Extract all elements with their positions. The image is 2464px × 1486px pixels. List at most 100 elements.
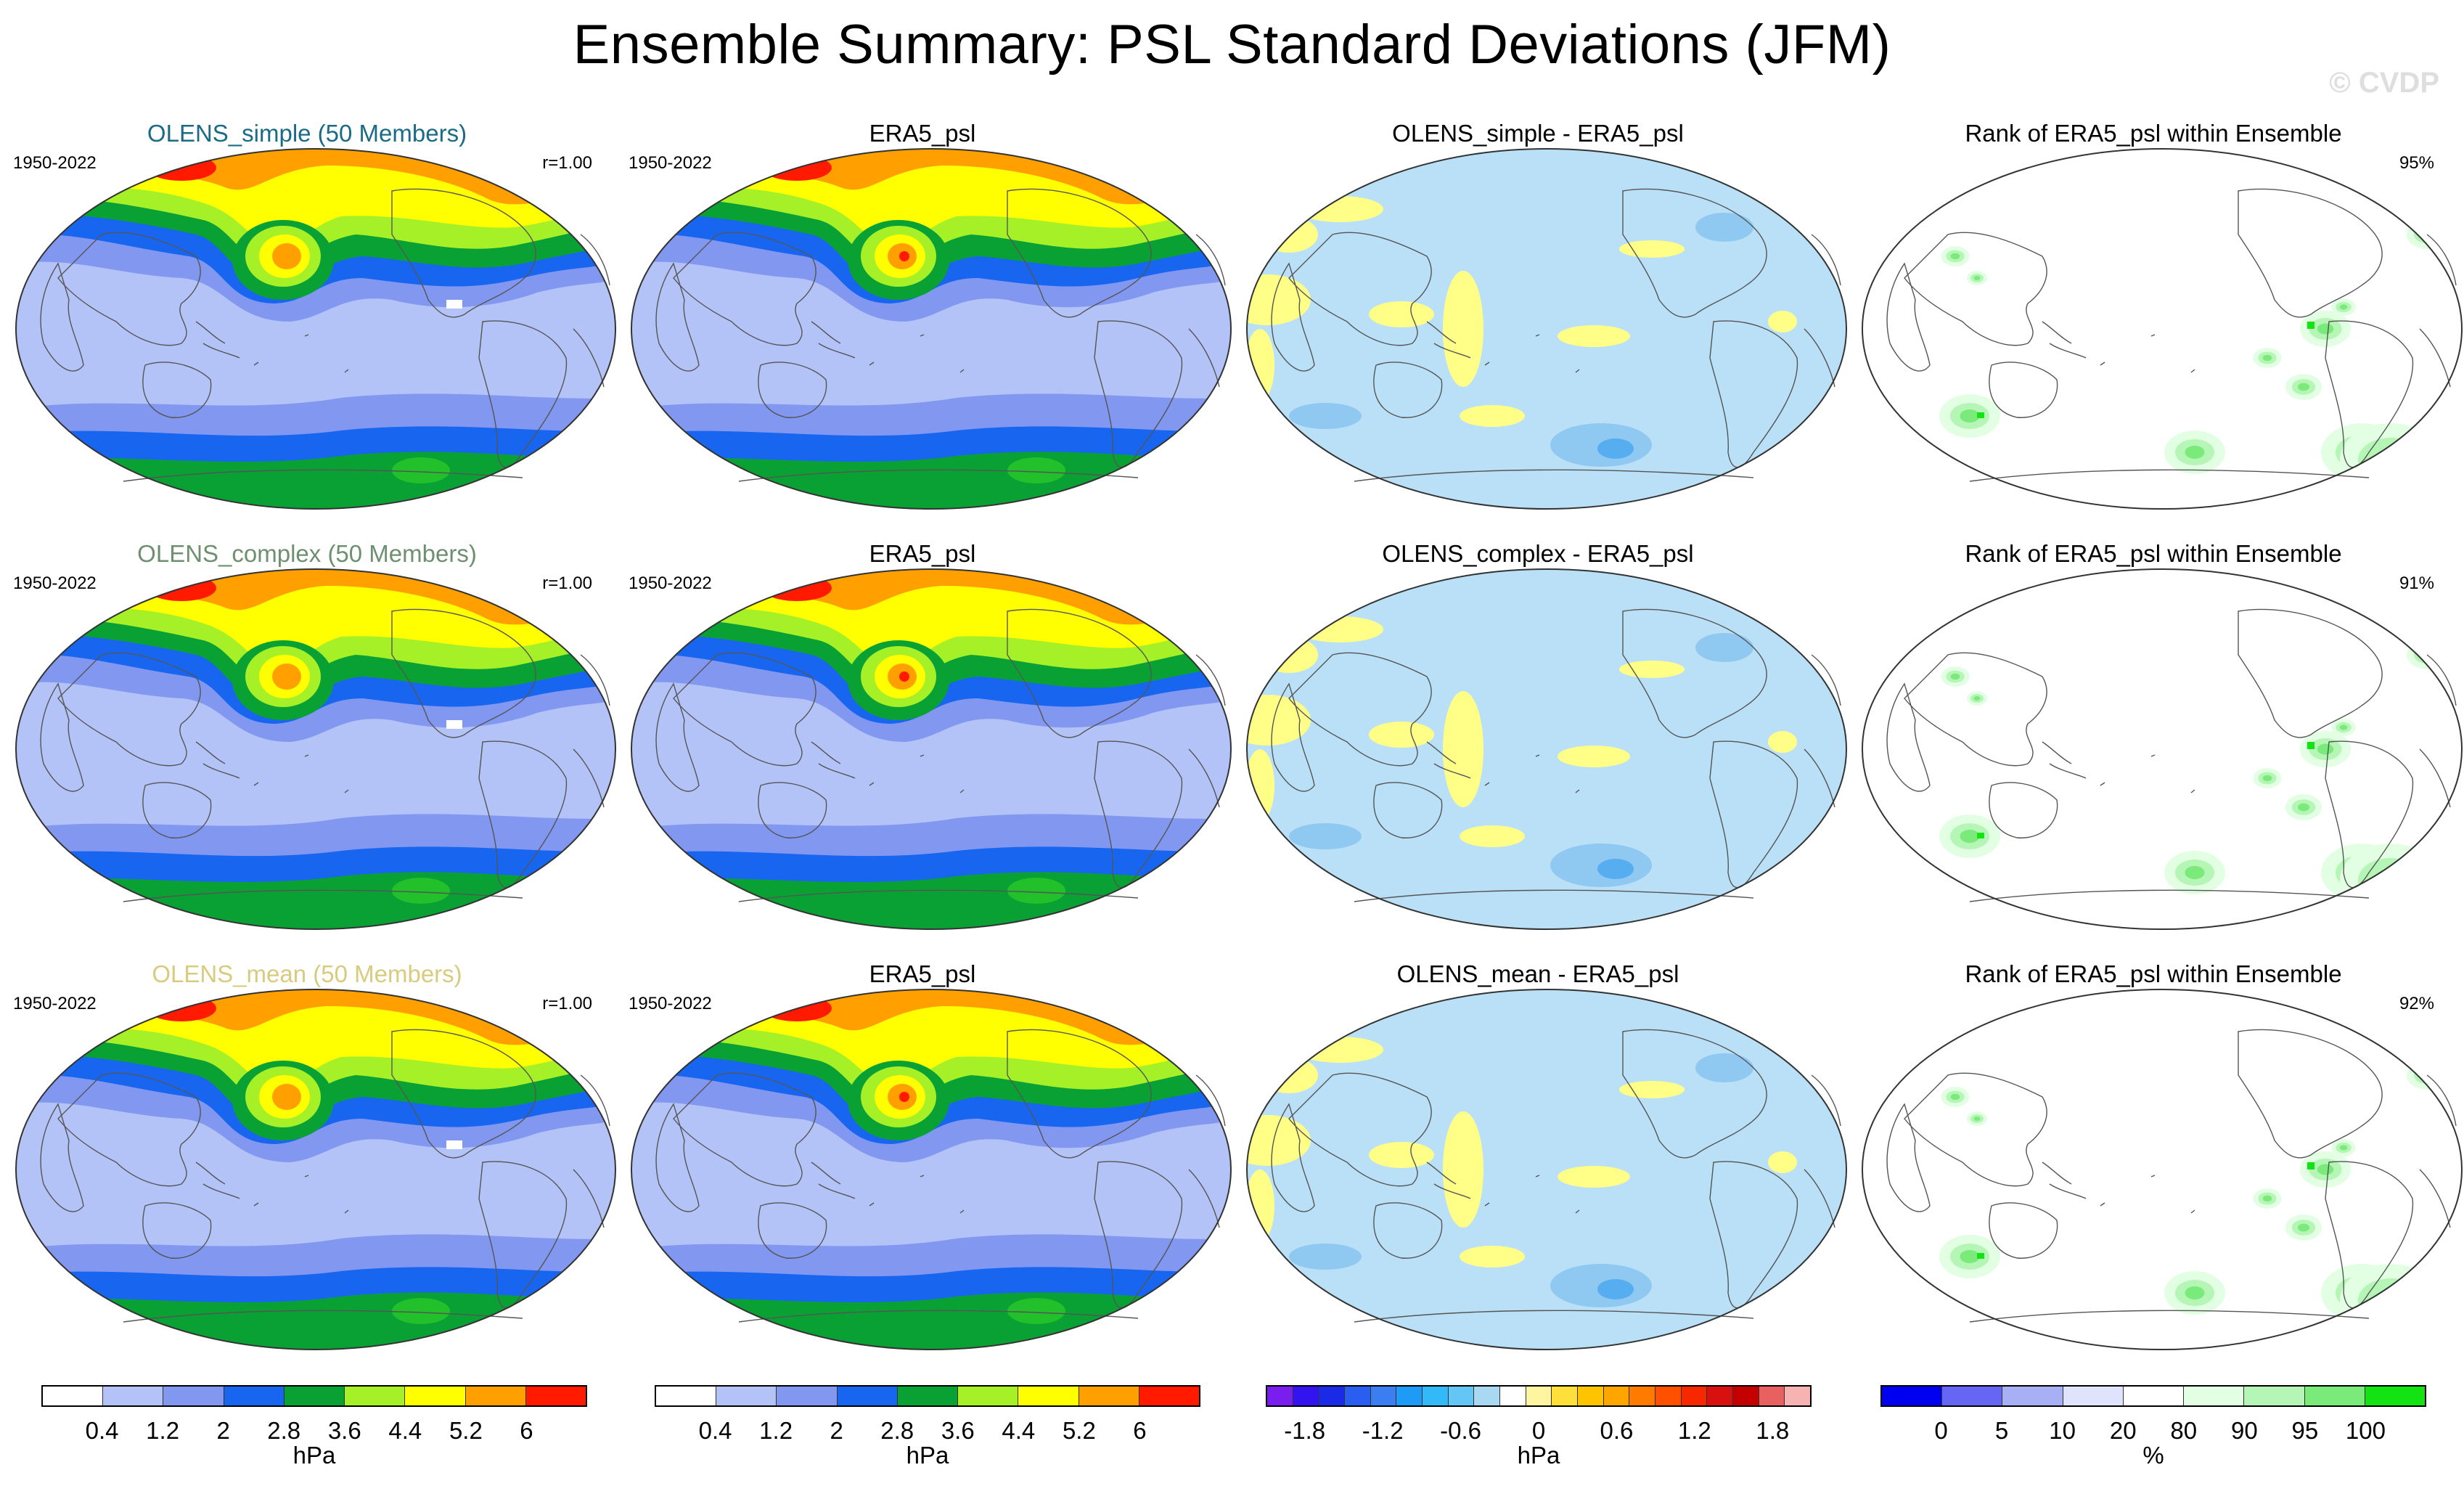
- contour-band: [1460, 1246, 1525, 1267]
- colorbar-unit: hPa: [1517, 1442, 1560, 1469]
- cvdp-watermark: © CVDP: [2329, 67, 2439, 99]
- panel-row1-model: OLENS_simple (50 Members) 1950-2022 r=1.…: [0, 120, 616, 539]
- colorbar-difference: -1.8 -1.2 -0.6 0 0.6 1.2 1.8 hPa: [1266, 1385, 1812, 1479]
- colorbar-unit: hPa: [906, 1442, 949, 1469]
- colorbar-swatch: [1500, 1387, 1526, 1405]
- colorbar-swatch: [1707, 1387, 1734, 1405]
- colorbar-swatch: [1267, 1387, 1293, 1405]
- panel-row3-model: OLENS_mean (50 Members) 1950-2022 r=1.00: [0, 960, 616, 1380]
- colorbar-swatch: [958, 1387, 1019, 1405]
- page-title: Ensemble Summary: PSL Standard Deviation…: [573, 14, 1891, 75]
- colorbar-tick-label: 3.6: [941, 1417, 975, 1444]
- std-map: [15, 989, 616, 1350]
- panel-title: OLENS_complex (50 Members): [137, 540, 477, 567]
- contour-band: [2297, 1223, 2310, 1232]
- panel-title: OLENS_mean (50 Members): [152, 960, 462, 987]
- difference-map: [1246, 568, 1847, 930]
- colorbar-tick-label: 0: [1934, 1417, 1948, 1444]
- contour-band: [1369, 722, 1434, 748]
- contour-band: [1247, 749, 1274, 822]
- panel-title: Rank of ERA5_psl within Ensemble: [1965, 540, 2342, 567]
- std-map: [15, 148, 616, 510]
- contour-band: [2317, 1164, 2334, 1175]
- colorbar-tick-label: 80: [2170, 1417, 2198, 1444]
- contour-band: [631, 452, 1231, 509]
- colorbar-swatch: [43, 1387, 104, 1405]
- contour-band: [2317, 323, 2334, 335]
- contour-band: [2340, 1264, 2442, 1336]
- colorbar-swatch: [2244, 1387, 2305, 1405]
- colorbar-swatch: [2304, 1387, 2365, 1405]
- contour-band: [392, 878, 450, 904]
- contour-band: [1007, 1298, 1065, 1324]
- colorbar-swatch: [1759, 1387, 1785, 1405]
- colorbar-swatch: [1681, 1387, 1708, 1405]
- contour-band: [1260, 637, 1318, 673]
- contour-band: [1960, 409, 1980, 422]
- colorbar-swatch: [1603, 1387, 1630, 1405]
- panel-title: OLENS_simple (50 Members): [147, 120, 467, 147]
- colorbar-tick-label: 1.2: [146, 1417, 180, 1444]
- colorbar-tick-label: 1.8: [1756, 1417, 1790, 1444]
- colorbar-swatches: [41, 1385, 587, 1407]
- colorbar-std-obs: 0.4 1.2 2 2.8 3.6 4.4 5.2 6 hPa: [655, 1385, 1200, 1479]
- panel-row2-obs: ERA5_psl 1950-2022: [615, 540, 1232, 960]
- contour-band: [16, 452, 615, 509]
- contour-band: [2317, 743, 2334, 755]
- contour-band: [392, 457, 450, 483]
- map-border: [15, 989, 616, 1350]
- contour-band: [446, 1140, 462, 1149]
- colorbar-swatch: [777, 1387, 838, 1405]
- contour-band: [2307, 322, 2314, 329]
- rank-map: [1862, 148, 2463, 510]
- rank-percent: 95%: [2399, 153, 2434, 173]
- colorbar-swatch: [1578, 1387, 1604, 1405]
- panel-row3-rank: Rank of ERA5_psl within Ensemble 92%: [1846, 960, 2463, 1380]
- contour-band: [1695, 633, 1753, 662]
- contour-band: [1260, 216, 1318, 253]
- contour-band: [2297, 383, 2310, 391]
- rank-map: [1862, 989, 2463, 1350]
- contour-band: [2185, 1286, 2205, 1299]
- map-border: [15, 568, 616, 930]
- contour-band: [1247, 695, 1311, 746]
- colorbar-swatch: [1733, 1387, 1759, 1405]
- panel-row1-rank: Rank of ERA5_psl within Ensemble 95%: [1846, 120, 2463, 539]
- colorbar-tick-label: 0.4: [85, 1417, 119, 1444]
- colorbar-swatch: [1370, 1387, 1397, 1405]
- colorbar-swatch: [1552, 1387, 1579, 1405]
- contour-band: [16, 872, 615, 929]
- obs-std-map: [631, 568, 1232, 930]
- panel-title: OLENS_simple - ERA5_psl: [1392, 120, 1684, 147]
- contour-band: [2374, 1289, 2407, 1311]
- colorbar-tick-label: 5.2: [1062, 1417, 1096, 1444]
- contour-band: [2374, 449, 2407, 470]
- map-border: [1246, 568, 1847, 930]
- obs-std-map: [631, 989, 1232, 1350]
- period-label: 1950-2022: [629, 153, 712, 173]
- panel-row2-model: OLENS_complex (50 Members) 1950-2022 r=1…: [0, 540, 616, 960]
- colorbar-tick-label: -0.6: [1440, 1417, 1481, 1444]
- colorbar-swatch: [284, 1387, 345, 1405]
- panel-title: Rank of ERA5_psl within Ensemble: [1965, 960, 2342, 987]
- colorbar-swatch: [1882, 1387, 1943, 1405]
- colorbar-tick-label: 4.4: [388, 1417, 422, 1444]
- colorbar-unit: %: [2142, 1442, 2164, 1469]
- panel-title: OLENS_complex - ERA5_psl: [1382, 540, 1694, 567]
- colorbar-tick-label: 6: [520, 1417, 533, 1444]
- contour-band: [2185, 866, 2205, 879]
- contour-band: [2339, 724, 2348, 730]
- colorbar-swatches: [1880, 1385, 2426, 1407]
- contour-band: [1597, 438, 1634, 459]
- colorbar-swatch: [1018, 1387, 1079, 1405]
- contour-band: [1950, 1093, 1960, 1101]
- contour-band: [2297, 803, 2310, 812]
- period-label: 1950-2022: [13, 153, 97, 173]
- map-border: [1246, 989, 1847, 1350]
- panel-row2-rank: Rank of ERA5_psl within Ensemble 91%: [1846, 540, 2463, 960]
- contour-band: [1950, 253, 1960, 260]
- colorbar-tick-label: 20: [2109, 1417, 2137, 1444]
- panel-title: ERA5_psl: [869, 960, 976, 987]
- colorbar-swatch: [465, 1387, 526, 1405]
- colorbar-swatches: [655, 1385, 1200, 1407]
